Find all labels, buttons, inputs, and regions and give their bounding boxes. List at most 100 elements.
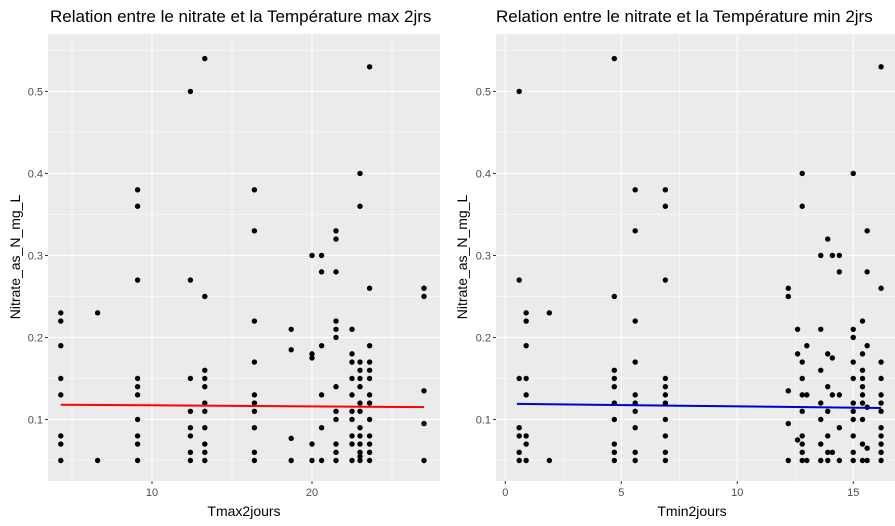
right-data-point (804, 392, 810, 398)
left-data-point (318, 457, 325, 464)
left-chart: Relation entre le nitrate et la Températ… (7, 7, 440, 519)
right-data-point (632, 228, 638, 234)
right-data-point (611, 449, 618, 455)
left-data-point (349, 457, 355, 464)
right-data-point (878, 400, 884, 406)
left-data-point (366, 342, 373, 349)
right-data-point (829, 449, 836, 455)
right-data-point (818, 400, 824, 406)
left-data-point (318, 392, 325, 398)
right-y-tick-label: 0.3 (476, 250, 491, 262)
right-data-point (523, 310, 529, 316)
right-data-point (632, 359, 638, 365)
left-data-point (187, 277, 194, 283)
right-data-point (818, 457, 824, 464)
left-data-point (309, 252, 315, 259)
right-data-point (799, 375, 805, 382)
right-data-point (799, 392, 805, 398)
left-plot-panel (48, 34, 440, 481)
right-data-point (825, 457, 831, 464)
right-data-point (825, 408, 831, 414)
right-data-point (818, 441, 824, 447)
right-data-point (878, 375, 884, 382)
left-data-point (357, 359, 363, 365)
right-x-tick-label: 5 (618, 487, 624, 499)
right-data-point (632, 424, 638, 431)
left-data-point (366, 285, 373, 291)
right-y-tick-label: 0.4 (476, 168, 491, 180)
right-data-point (516, 457, 522, 464)
right-data-point (523, 318, 529, 324)
right-data-point (859, 400, 866, 406)
right-data-point (859, 383, 866, 390)
right-data-point (859, 375, 866, 382)
left-data-point (421, 457, 427, 464)
right-data-point (523, 457, 529, 464)
right-data-point (825, 383, 831, 390)
right-data-point (632, 187, 638, 193)
right-data-point (799, 203, 805, 209)
right-data-point (878, 457, 884, 464)
left-data-point (318, 252, 325, 259)
right-data-point (516, 88, 522, 95)
right-data-point (850, 433, 856, 439)
left-data-point (202, 55, 208, 62)
right-data-point (850, 449, 856, 455)
right-data-point (818, 326, 824, 332)
left-data-point (357, 408, 363, 414)
left-data-point (58, 392, 64, 398)
right-data-point (794, 437, 801, 443)
right-data-point (850, 359, 856, 365)
right-data-point (523, 392, 529, 398)
left-data-point (309, 441, 315, 447)
right-data-point (829, 252, 836, 259)
left-data-point (202, 457, 208, 464)
right-data-point (523, 441, 529, 447)
right-data-point (611, 55, 618, 62)
right-x-tick-label: 0 (502, 487, 508, 499)
left-fit-line-group (60, 403, 425, 409)
left-data-point (366, 359, 373, 365)
left-data-point (309, 457, 315, 464)
left-data-point (288, 457, 294, 464)
left-data-point (349, 351, 355, 357)
right-data-point (785, 388, 791, 394)
left-data-point (349, 441, 355, 447)
left-data-point (357, 400, 363, 406)
left-data-point (333, 449, 339, 455)
right-data-point (859, 351, 866, 357)
left-data-point (288, 435, 294, 442)
left-data-point (333, 269, 339, 275)
right-data-point (662, 416, 669, 423)
right-data-point (836, 252, 843, 259)
right-data-point (859, 318, 866, 324)
right-chart-title: Relation entre le nitrate et la Températ… (496, 7, 873, 26)
left-data-point (58, 457, 64, 464)
right-data-point (859, 367, 866, 373)
right-data-point (611, 367, 618, 373)
right-data-point (878, 424, 884, 431)
left-data-point (333, 318, 339, 324)
right-data-point (859, 457, 866, 464)
right-data-point (611, 441, 618, 447)
left-data-point (421, 293, 427, 300)
right-data-point (611, 416, 618, 423)
right-y-tick-label: 0.1 (476, 414, 491, 426)
left-data-point (94, 457, 101, 464)
left-data-point (357, 375, 363, 382)
left-data-point (333, 334, 339, 341)
left-data-point (357, 170, 363, 177)
right-data-point (785, 420, 791, 427)
left-data-point (202, 400, 208, 406)
right-data-point (825, 351, 831, 357)
right-data-point (799, 441, 805, 447)
left-data-point (318, 342, 325, 349)
left-x-tick-label: 20 (306, 487, 318, 499)
right-data-point (825, 236, 831, 242)
right-data-point (864, 457, 870, 464)
right-x-axis: 0 5 10 15 (502, 481, 859, 499)
right-data-point (662, 277, 669, 283)
left-data-point (187, 408, 194, 414)
right-data-point (878, 64, 884, 70)
